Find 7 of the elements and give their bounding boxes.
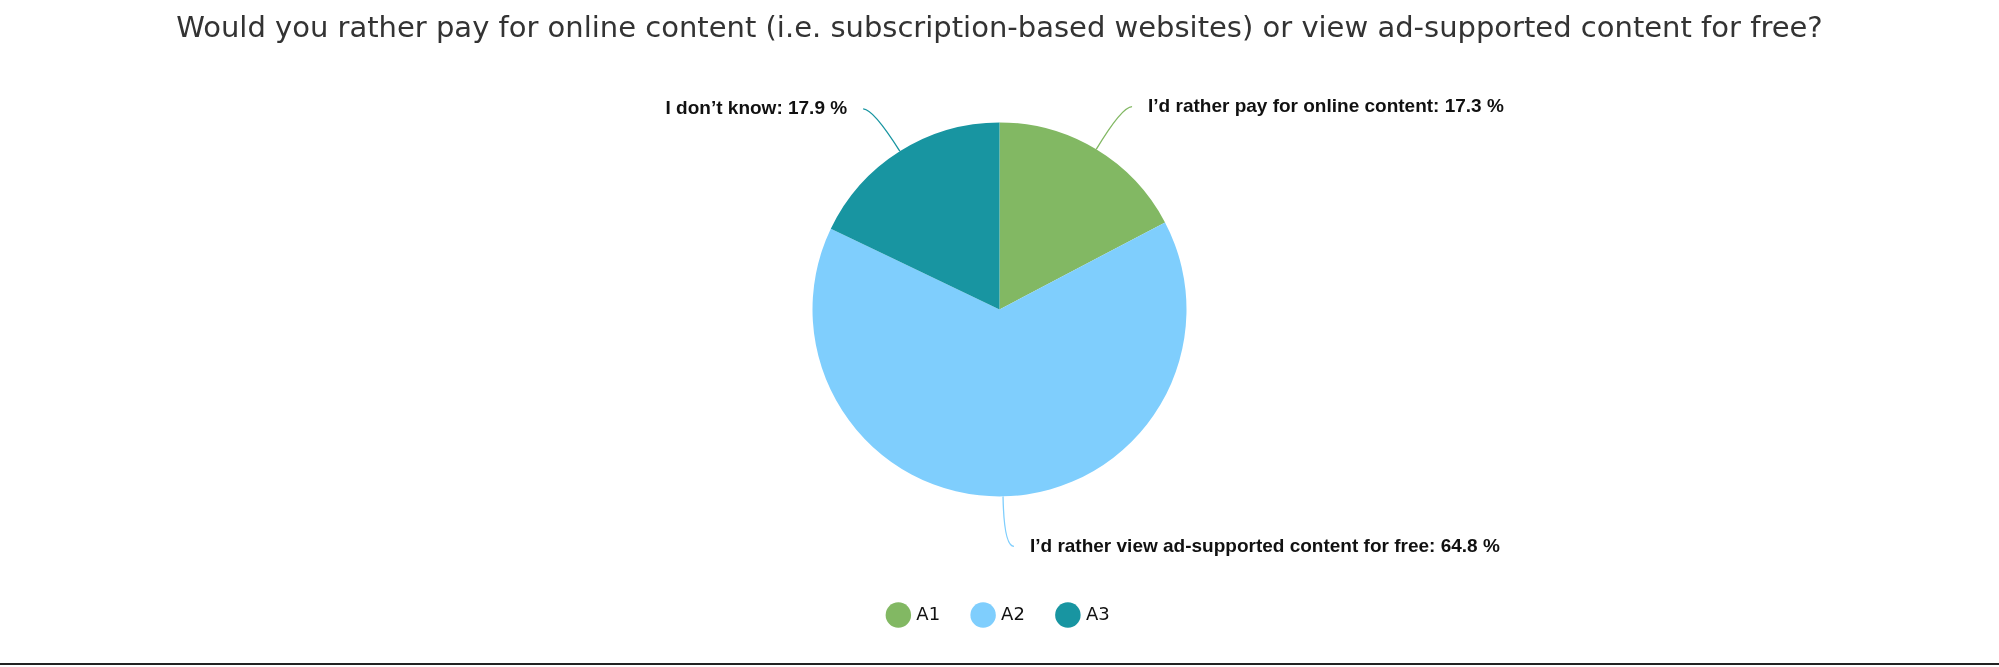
legend-label: A1 [916, 602, 941, 624]
data-label: I’d rather view ad-supported content for free: 64.8 % [1029, 534, 1500, 556]
data-label: I don’t know: 17.9 % [665, 97, 848, 119]
data-label: I’d rather pay for online content: 17.3 % [1148, 94, 1504, 116]
legend-label: A3 [1085, 602, 1110, 624]
chart-title: Would you rather pay for online content (i.e. subscription-based websites) or view ad-supported content for free? [176, 9, 1823, 44]
legend-label: A2 [1001, 602, 1025, 624]
